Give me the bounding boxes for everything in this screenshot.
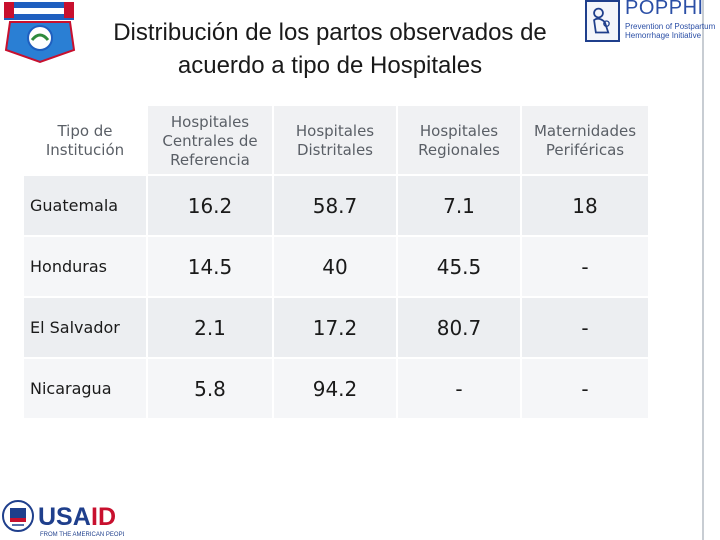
- table-row: El Salvador 2.1 17.2 80.7 -: [22, 296, 650, 359]
- cell-value: 58.7: [312, 193, 358, 218]
- value-cell: -: [520, 235, 650, 298]
- cell-value: 17.2: [312, 315, 358, 340]
- cell-value: 80.7: [436, 315, 482, 340]
- value-cell: 80.7: [396, 296, 522, 359]
- value-cell: -: [396, 357, 522, 420]
- table-row: Nicaragua 5.8 94.2 - -: [22, 357, 650, 420]
- hospital-distribution-table: Tipo de Institución Hospitales Centrales…: [22, 104, 650, 420]
- header-label: Hospitales Distritales: [295, 122, 375, 159]
- regional-flags-logo: [0, 0, 80, 66]
- value-cell: 94.2: [272, 357, 398, 420]
- cell-value: 16.2: [187, 193, 233, 218]
- svg-text:ID: ID: [91, 503, 116, 531]
- header-label: Hospitales Regionales: [418, 122, 500, 159]
- header-cell: Tipo de Institución: [22, 104, 148, 176]
- header-cell: Hospitales Distritales: [272, 104, 398, 176]
- country-cell: El Salvador: [22, 296, 148, 359]
- svg-text:USA: USA: [38, 503, 91, 531]
- mother-child-icon: [585, 0, 620, 42]
- cell-value: -: [581, 376, 589, 401]
- header-label: Hospitales Centrales de Referencia: [162, 112, 258, 169]
- cell-value: 94.2: [312, 376, 358, 401]
- header-label: Maternidades Periféricas: [533, 122, 637, 159]
- popphi-logo: POPPHI Prevention of Postpartum Hemorrha…: [585, 0, 720, 48]
- header-cell: Maternidades Periféricas: [520, 104, 650, 176]
- value-cell: 14.5: [146, 235, 274, 298]
- table-row: Guatemala 16.2 58.7 7.1 18: [22, 174, 650, 237]
- header-cell: Hospitales Centrales de Referencia: [146, 104, 274, 176]
- usaid-logo: USA ID FROM THE AMERICAN PEOPLE: [2, 500, 124, 538]
- cell-value: 18: [572, 193, 598, 218]
- cell-value: -: [455, 376, 463, 401]
- header-label: Tipo de Institución: [45, 122, 125, 159]
- value-cell: -: [520, 296, 650, 359]
- value-cell: 45.5: [396, 235, 522, 298]
- value-cell: 16.2: [146, 174, 274, 237]
- country-cell: Guatemala: [22, 174, 148, 237]
- cell-value: 2.1: [194, 315, 226, 340]
- value-cell: 40: [272, 235, 398, 298]
- cell-value: 14.5: [187, 254, 233, 279]
- country-cell: Nicaragua: [22, 357, 148, 420]
- value-cell: 17.2: [272, 296, 398, 359]
- cell-value: 45.5: [436, 254, 482, 279]
- header-cell: Hospitales Regionales: [396, 104, 522, 176]
- svg-text:FROM THE AMERICAN PEOPLE: FROM THE AMERICAN PEOPLE: [40, 532, 124, 538]
- cell-value: -: [581, 315, 589, 340]
- value-cell: 18: [520, 174, 650, 237]
- value-cell: 58.7: [272, 174, 398, 237]
- table-header-row: Tipo de Institución Hospitales Centrales…: [22, 104, 650, 176]
- popphi-tagline: Prevention of Postpartum Hemorrhage Init…: [625, 22, 716, 40]
- value-cell: 7.1: [396, 174, 522, 237]
- cell-value: -: [581, 254, 589, 279]
- value-cell: 2.1: [146, 296, 274, 359]
- popphi-brand: POPPHI: [625, 0, 704, 19]
- cell-value: 5.8: [194, 376, 226, 401]
- page-border: [702, 0, 704, 540]
- page-title: Distribución de los partos observados de…: [113, 19, 547, 79]
- table-row: Honduras 14.5 40 45.5 -: [22, 235, 650, 298]
- value-cell: 5.8: [146, 357, 274, 420]
- value-cell: -: [520, 357, 650, 420]
- cell-value: 7.1: [443, 193, 475, 218]
- country-cell: Honduras: [22, 235, 148, 298]
- cell-value: 40: [322, 254, 348, 279]
